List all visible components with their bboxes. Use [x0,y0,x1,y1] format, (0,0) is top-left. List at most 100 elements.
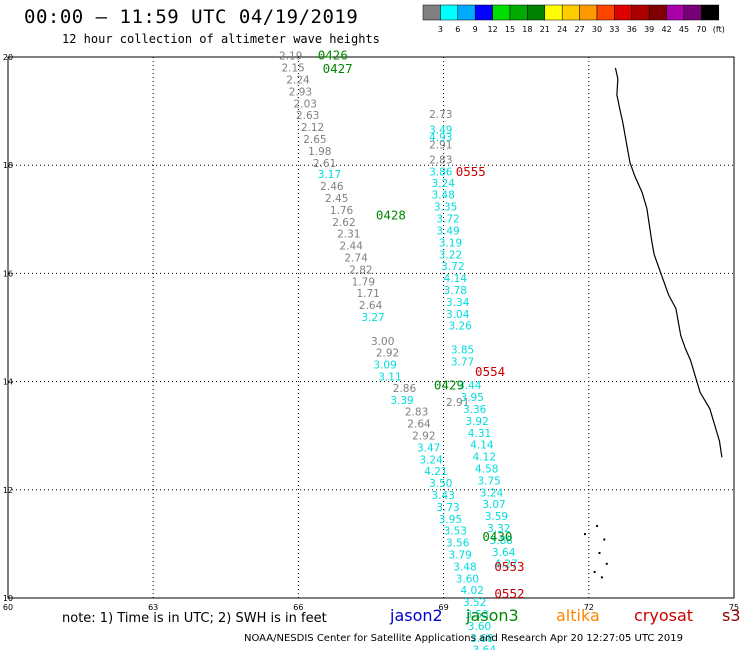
color-scale-swatch [492,4,511,21]
wave-height-label: 2.15 [281,63,304,75]
plot-frame [7,56,735,599]
wave-height-label: 3.04 [446,309,470,321]
footer-note: note: 1) Time is in UTC; 2) SWH is in fe… [62,611,327,626]
wave-height-label: 3.64 [492,547,516,559]
x-tick-label: 60 [3,603,13,612]
track-time-label: 0426 [318,48,348,63]
color-scale-swatch [544,4,563,21]
wave-height-label: 3.35 [434,202,457,214]
legend-item: jason3 [466,606,519,625]
color-scale-label: 45 [679,25,689,34]
wave-height-label: 2.64 [359,300,383,312]
color-scale-label: 18 [522,25,532,34]
wave-height-label: 3.17 [318,169,341,181]
wave-height-label: 2.92 [412,430,435,442]
wave-height-label: 3.24 [432,178,456,190]
track-time-label: 0552 [494,586,524,601]
color-scale-swatch [474,4,493,21]
wave-height-label: 3.53 [465,609,488,621]
wave-height-label: 4.14 [444,273,468,285]
track-time-label: 0430 [482,529,512,544]
wave-height-label: 2.93 [289,86,312,98]
color-scale-label: 24 [557,25,567,34]
wave-height-label: 2.82 [349,264,372,276]
wave-height-label: 2.44 [340,241,364,253]
wave-height-label: 4.58 [475,463,498,475]
wave-height-label: 3.11 [378,372,401,384]
track-time-label: 0554 [475,364,505,379]
wave-height-label: 3.60 [468,621,491,633]
wave-height-label: 3.36 [463,404,487,416]
color-scale-label: (ft) [713,25,725,34]
y-tick-label: 16 [3,269,13,278]
wave-height-label: 3.79 [448,550,471,562]
wave-height-label: 3.34 [446,297,470,309]
wave-height-label: 3.49 [429,124,452,136]
wave-height-label: 4.31 [468,428,491,440]
wave-height-label: 1.76 [330,205,354,217]
wave-height-label: 2.31 [337,229,360,241]
track-time-label: 0428 [376,207,406,222]
wave-height-label: 3.60 [456,573,479,585]
wave-height-label: 3.19 [439,237,462,249]
wave-height-label: 3.09 [373,360,396,372]
footer-credit: NOAA/NESDIS Center for Satellite Applica… [244,633,683,644]
wave-height-label: 4.21 [424,466,447,478]
wave-height-label: 3.24 [480,487,504,499]
color-scale-swatch [683,4,702,21]
island-mark [596,524,599,527]
wave-height-label: 2.83 [429,155,452,167]
wave-height-label: 2.74 [344,252,368,264]
wave-height-label: 2.91 [446,397,469,409]
wave-height-label: 3.49 [436,225,459,237]
x-tick-label: 69 [439,603,449,612]
y-tick-label: 18 [3,161,13,170]
wave-height-label: 3.50 [429,478,452,490]
wave-height-label: 2.46 [320,181,344,193]
wave-height-label: 2.92 [376,348,399,360]
wave-height-label: 3.92 [465,416,488,428]
wave-height-label: 1.71 [356,288,379,300]
chart-title: 00:00 – 11:59 UTC 04/19/2019 [24,6,359,28]
island-mark [593,570,596,573]
wave-height-label: 3.73 [436,502,459,514]
wave-height-label: 3.27 [361,312,384,324]
x-tick-label: 75 [729,603,739,612]
wave-height-label: 4.27 [494,559,517,571]
wave-height-label: 2.03 [294,98,317,110]
legend-item: jason2 [390,606,443,625]
wave-height-label: 3.39 [390,395,413,407]
island-mark [583,533,586,536]
wave-height-label: 2.12 [301,122,324,134]
wave-height-label: 3.78 [444,285,467,297]
island-mark [600,576,603,579]
wave-height-label: 2.65 [303,134,326,146]
wave-height-label: 3.72 [441,261,464,273]
coastline [614,67,723,458]
wave-height-label: 2.62 [332,217,355,229]
wave-height-label: 4.12 [473,452,496,464]
color-scale-swatch [666,4,685,21]
x-tick-label: 72 [584,603,594,612]
wave-height-label: 4.93 [429,132,452,144]
wave-height-label: 3.56 [446,538,470,550]
color-scale-label: 15 [505,25,515,34]
wave-height-label: 3.22 [439,249,462,261]
wave-height-label: 2.64 [407,419,431,431]
wave-height-label: 3.77 [451,356,474,368]
color-scale-label: 42 [662,25,672,34]
color-scale-swatch [614,4,633,21]
wave-height-label: 3.85 [451,344,474,356]
wave-height-label: 3.26 [448,321,472,333]
y-tick-label: 14 [3,378,13,387]
wave-height-label: 3.64 [473,645,497,650]
wave-height-label: 2.45 [325,193,348,205]
color-scale-swatch [440,4,459,21]
wave-height-label: 4.14 [470,440,494,452]
color-scale-label: 39 [644,25,654,34]
wave-height-label: 3.44 [458,380,482,392]
color-scale-swatch [648,4,667,21]
wave-height-label: 3.86 [429,166,453,178]
wave-height-label: 3.07 [482,499,505,511]
wave-height-label: 4.02 [461,585,484,597]
